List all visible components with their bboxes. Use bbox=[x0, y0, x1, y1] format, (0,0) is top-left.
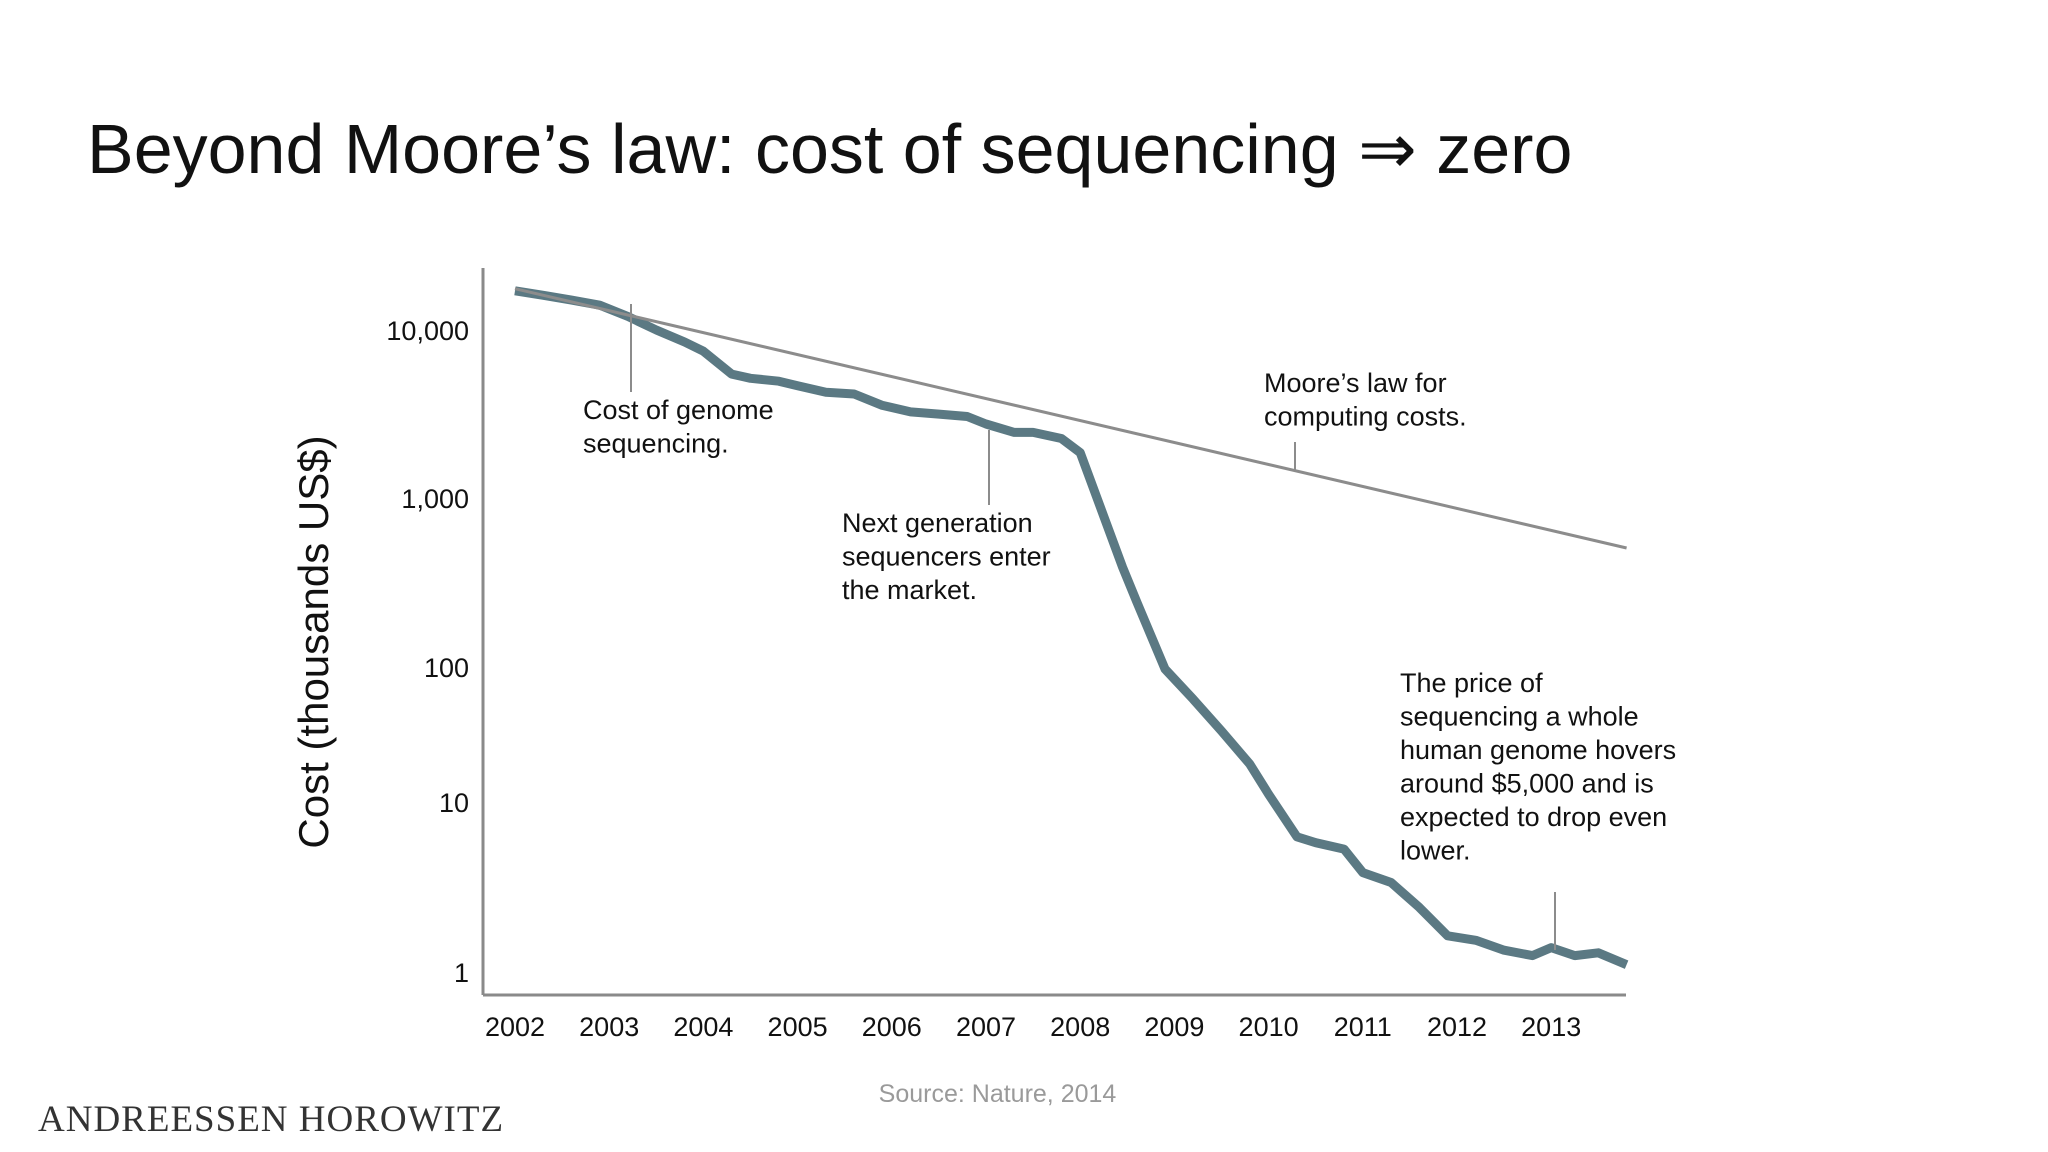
x-tick-label: 2009 bbox=[1144, 1012, 1204, 1042]
source-note: Source: Nature, 2014 bbox=[878, 1080, 1117, 1108]
slide-title: Beyond Moore’s law: cost of sequencing ⇒… bbox=[87, 110, 1573, 188]
y-tick-label: 1,000 bbox=[401, 484, 469, 514]
moore-law-line bbox=[514, 287, 1627, 550]
x-tick-label: 2005 bbox=[768, 1012, 828, 1042]
y-tick-label: 100 bbox=[424, 653, 469, 683]
genome-cost-line bbox=[514, 286, 1629, 969]
y-tick-label: 10,000 bbox=[386, 316, 469, 346]
x-tick-label: 2013 bbox=[1521, 1012, 1581, 1042]
y-tick-label: 1 bbox=[454, 958, 469, 988]
annotation-text: Moore’s law for computing costs. bbox=[1264, 368, 1467, 432]
chart-ticks: 2002 2003 2004 2005 2006 2007 2008 2009 2010 2011… bbox=[386, 316, 1581, 1042]
chart-axes bbox=[481, 268, 1626, 997]
annotation-text: Cost of genome sequencing. bbox=[583, 395, 774, 459]
y-tick-label: 10 bbox=[439, 788, 469, 818]
x-tick-label: 2011 bbox=[1334, 1012, 1392, 1042]
x-tick-label: 2008 bbox=[1050, 1012, 1110, 1042]
chart-annotations: Cost of genome sequencing. Next generation… bbox=[583, 304, 1676, 950]
x-tick-label: 2007 bbox=[956, 1012, 1016, 1042]
brand-logo-text: ANDREESSEN HOROWITZ bbox=[38, 1099, 505, 1140]
x-tick-label: 2012 bbox=[1427, 1012, 1487, 1042]
x-tick-label: 2003 bbox=[579, 1012, 639, 1042]
x-tick-label: 2010 bbox=[1239, 1012, 1299, 1042]
x-tick-label: 2002 bbox=[485, 1012, 545, 1042]
annotation-text: The price of sequencing a whole human geno… bbox=[1400, 668, 1676, 866]
y-axis-label: Cost (thousands US$) bbox=[290, 435, 337, 848]
annotation-text: Next generation sequencers enter the marke… bbox=[842, 508, 1051, 605]
x-tick-label: 2006 bbox=[862, 1012, 922, 1042]
chart-series bbox=[514, 286, 1629, 969]
x-tick-label: 2004 bbox=[673, 1012, 733, 1042]
